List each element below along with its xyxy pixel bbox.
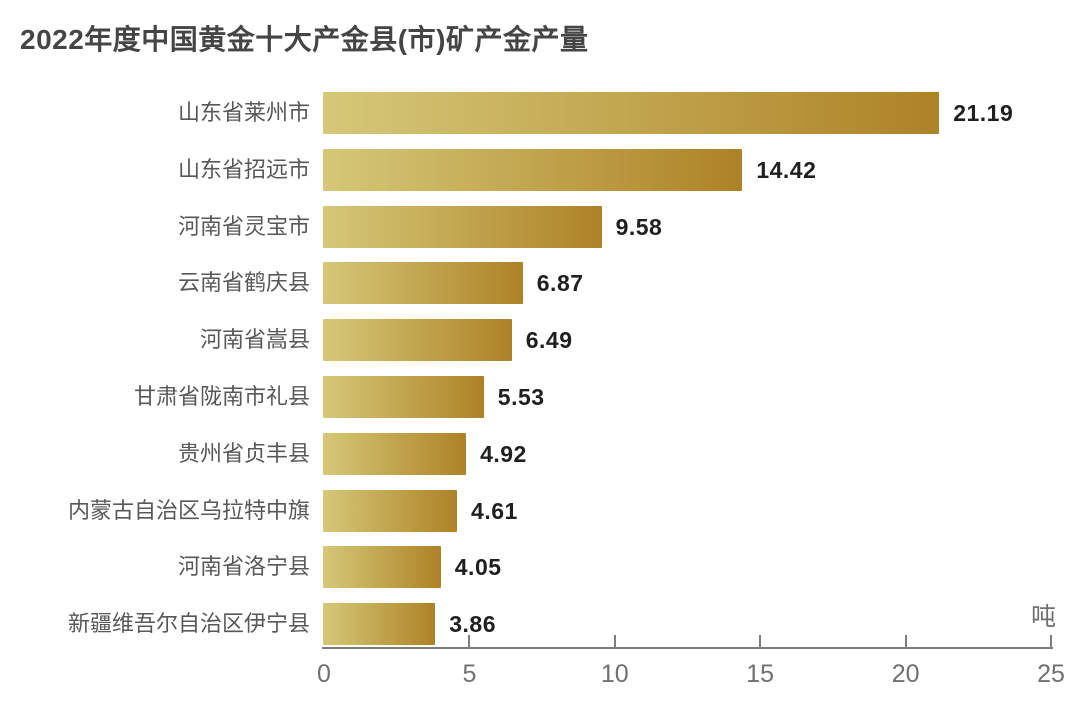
- bar-value-label: 4.61: [471, 497, 518, 524]
- bar: [323, 546, 441, 589]
- x-axis-tick-label: 25: [1037, 660, 1065, 688]
- bar-value-label: 14.42: [756, 156, 817, 183]
- bar: [323, 376, 484, 418]
- bar: [323, 205, 602, 248]
- bar: [323, 603, 436, 646]
- bar: [323, 432, 467, 475]
- category-label: 山东省招远市: [177, 156, 310, 182]
- bar: [323, 489, 458, 532]
- x-axis-tick: [1050, 635, 1052, 648]
- category-label: 内蒙古自治区乌拉特中旗: [67, 497, 310, 523]
- category-label: 新疆维吾尔自治区伊宁县: [67, 611, 310, 637]
- x-axis-tick: [904, 635, 907, 648]
- category-label: 云南省鹤庆县: [177, 270, 310, 296]
- category-label: 河南省洛宁县: [177, 554, 310, 580]
- x-axis-tick-label: 0: [317, 660, 331, 688]
- bar: [323, 319, 512, 362]
- bar-value-label: 6.87: [536, 270, 584, 297]
- x-axis-tick: [468, 635, 471, 648]
- category-label: 贵州省贞丰县: [177, 440, 310, 466]
- bar: [323, 148, 743, 191]
- axis-unit-label: 吨: [1031, 603, 1057, 631]
- category-label: 河南省灵宝市: [177, 213, 310, 239]
- x-axis-tick: [613, 635, 616, 648]
- x-axis-tick-label: 15: [746, 660, 775, 688]
- bar-value-label: 4.92: [480, 440, 527, 467]
- bar-value-label: 9.58: [615, 213, 663, 240]
- category-label: 河南省嵩县: [199, 327, 310, 353]
- chart-title: 2022年度中国黄金十大产金县(市)矿产金产量: [20, 24, 589, 55]
- x-axis-tick-label: 10: [600, 660, 629, 688]
- bar-value-label: 4.05: [454, 554, 502, 581]
- bar-value-label: 5.53: [497, 384, 545, 410]
- bar: [323, 92, 940, 134]
- x-axis-tick-label: 20: [891, 660, 920, 688]
- category-label: 山东省莱州市: [177, 100, 310, 125]
- x-axis-tick-label: 5: [462, 660, 477, 688]
- x-axis-line: [322, 647, 1053, 649]
- bar-value-label: 6.49: [525, 327, 573, 354]
- bar-value-label: 3.86: [449, 611, 496, 638]
- category-label: 甘肃省陇南市礼县: [133, 384, 310, 409]
- x-axis-tick: [759, 635, 762, 648]
- bar-value-label: 21.19: [953, 100, 1014, 126]
- bar: [323, 262, 523, 305]
